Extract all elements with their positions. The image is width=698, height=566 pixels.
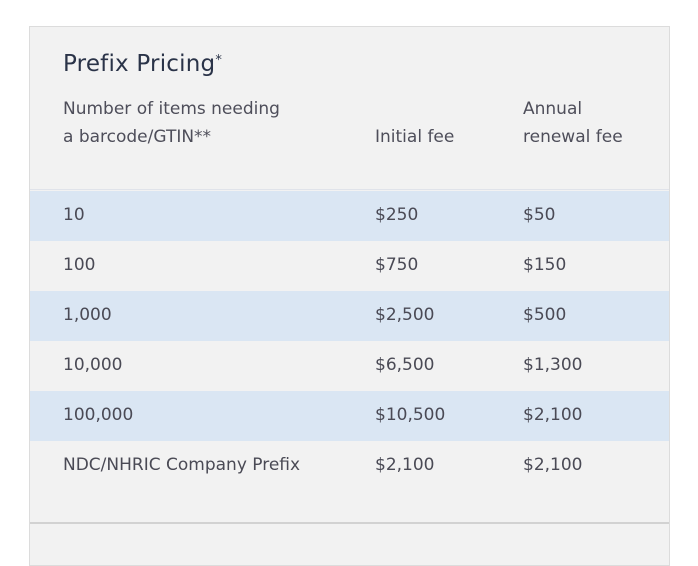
cell-items: 100 [63,255,96,275]
cell-annual-fee: $2,100 [523,455,583,475]
pricing-table-body: 10 $250 $50 100 $750 $150 1,000 $2,500 $… [30,191,669,521]
table-row: 10,000 $6,500 $1,300 [30,341,669,391]
header-divider [30,189,669,190]
title-footnote-mark: * [215,53,223,68]
cell-initial-fee: $250 [375,205,419,225]
column-header-items: Number of items needing a barcode/GTIN** [63,99,280,147]
column-header-annual-renewal-fee: Annual renewal fee [523,99,623,147]
cell-items: 1,000 [63,305,112,325]
pricing-card: Prefix Pricing* Number of items needing … [29,26,670,566]
table-row: NDC/NHRIC Company Prefix $2,100 $2,100 [30,441,669,521]
cell-items: NDC/NHRIC Company Prefix [63,455,301,475]
cell-initial-fee: $750 [375,255,419,275]
cell-annual-fee: $1,300 [523,355,583,375]
cell-items: 10 [63,205,85,225]
title-text: Prefix Pricing [63,51,216,77]
cell-annual-fee: $150 [523,255,567,275]
cell-annual-fee: $500 [523,305,567,325]
table-row: 1,000 $2,500 $500 [30,291,669,341]
cell-initial-fee: $2,100 [375,455,435,475]
table-bottom-divider [30,522,669,524]
cell-initial-fee: $2,500 [375,305,435,325]
cell-initial-fee: $6,500 [375,355,435,375]
table-row: 100 $750 $150 [30,241,669,291]
cell-initial-fee: $10,500 [375,405,446,425]
cell-annual-fee: $2,100 [523,405,583,425]
cell-items: 10,000 [63,355,123,375]
cell-annual-fee: $50 [523,205,556,225]
column-header-initial-fee: Initial fee [375,127,455,147]
table-row: 100,000 $10,500 $2,100 [30,391,669,441]
page-title: Prefix Pricing* [63,51,222,77]
table-row: 10 $250 $50 [30,191,669,241]
cell-items: 100,000 [63,405,134,425]
